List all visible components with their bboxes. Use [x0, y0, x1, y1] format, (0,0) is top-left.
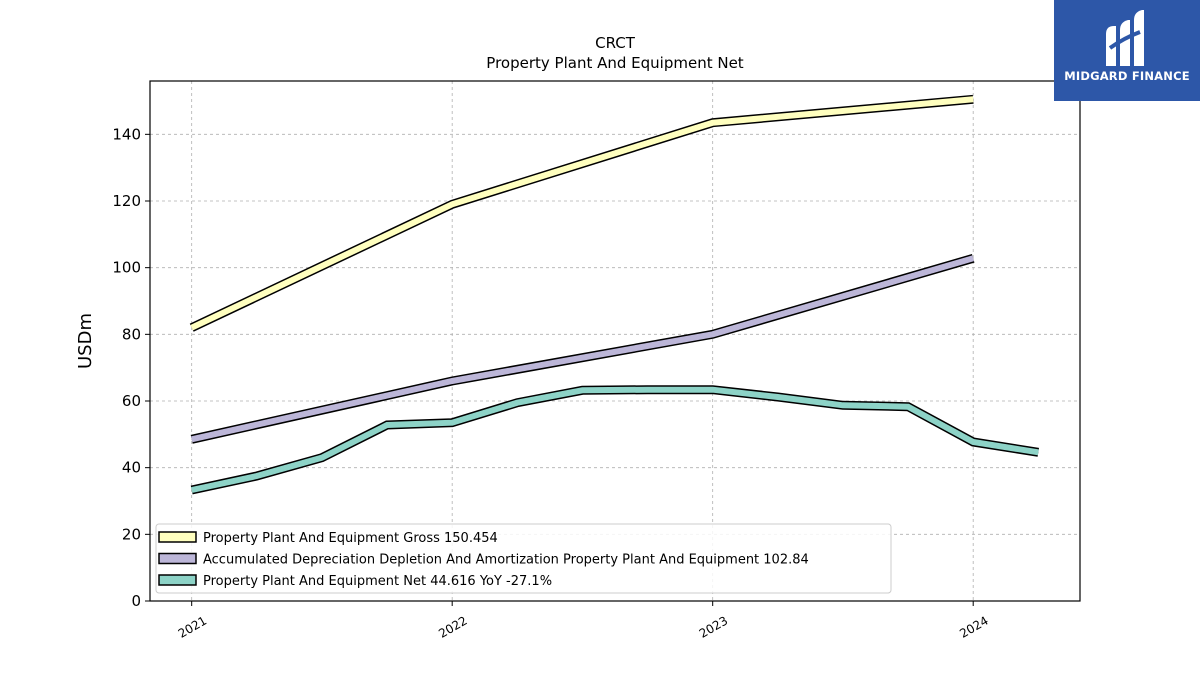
series-line — [190, 96, 974, 331]
y-tick-label: 40 — [122, 459, 141, 477]
series-line — [191, 255, 975, 443]
legend-swatch — [158, 531, 197, 543]
x-tick-label: 2024 — [957, 613, 990, 640]
midgard-finance-logo: MIDGARD FINANCE — [1054, 0, 1200, 101]
legend-label: Property Plant And Equipment Net 44.616 … — [203, 574, 552, 589]
x-tick-label: 2021 — [176, 613, 209, 640]
grid — [150, 81, 1080, 602]
legend-swatch — [158, 574, 197, 586]
series-lines — [189, 94, 1040, 495]
series-line — [191, 386, 1039, 493]
y-tick-label: 60 — [122, 392, 141, 410]
y-tick-label: 80 — [122, 325, 141, 343]
legend-label: Accumulated Depreciation Depletion And A… — [203, 553, 809, 568]
y-tick-label: 120 — [112, 192, 141, 210]
legend-frame — [155, 523, 892, 594]
y-tick-label: 140 — [112, 125, 141, 143]
chart-subtitle: Property Plant And Equipment Net — [486, 54, 743, 72]
series-line-outline — [190, 385, 1040, 495]
x-tick-label: 2022 — [436, 613, 469, 640]
midgard-m-logo-icon — [1106, 10, 1144, 66]
x-tick-label: 2023 — [697, 613, 730, 640]
y-axis-label: USDm — [75, 313, 96, 369]
y-tick-label: 0 — [131, 592, 141, 610]
legend: Property Plant And Equipment Gross 150.4… — [155, 523, 892, 594]
legend-label: Property Plant And Equipment Gross 150.4… — [203, 531, 498, 546]
chart-title: CRCT — [595, 34, 636, 52]
y-tick-label: 100 — [112, 259, 141, 277]
axis-ticks: 0 20 40 60 80 100 120 140 2021 2022 2023 2024 — [112, 125, 990, 641]
logo-text: MIDGARD FINANCE — [1064, 69, 1190, 83]
y-tick-label: 20 — [122, 525, 141, 543]
plot-frame — [149, 80, 1081, 602]
legend-swatch — [158, 552, 197, 565]
